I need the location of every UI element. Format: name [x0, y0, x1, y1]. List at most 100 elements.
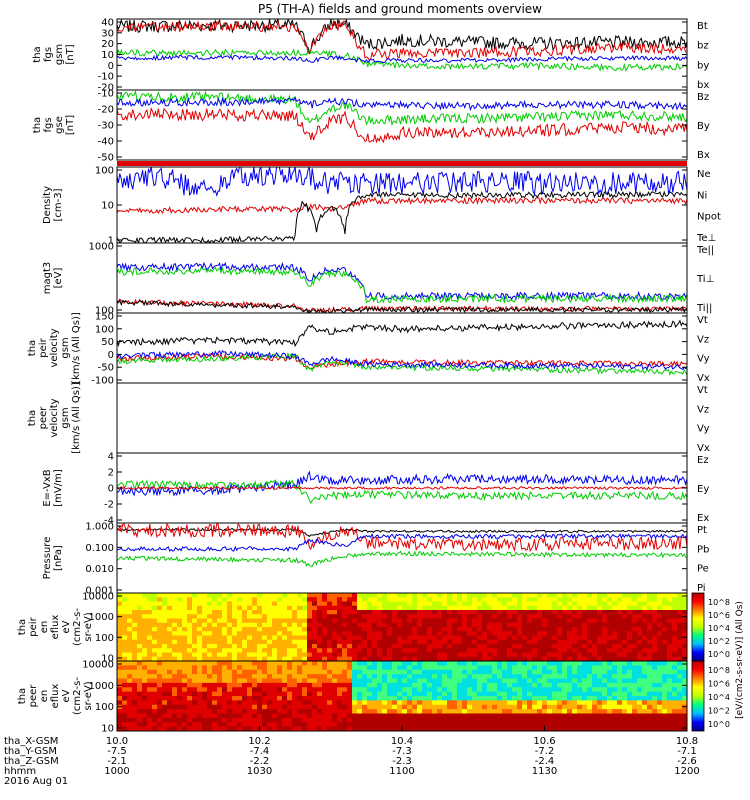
spectrogram-cell — [182, 614, 188, 620]
spectrogram-cell — [357, 614, 363, 620]
spectrogram-cell — [372, 631, 378, 637]
spectrogram-cell — [517, 618, 523, 624]
spectrogram-cell — [577, 661, 583, 666]
spectrogram-cell — [617, 644, 623, 649]
spectrogram-cell — [672, 610, 678, 615]
spectrogram-cell — [167, 601, 173, 607]
spectrogram-cell — [227, 614, 233, 620]
spectrogram-cell — [682, 597, 687, 603]
spectrogram-cell — [252, 601, 258, 607]
spectrogram-cell — [457, 665, 463, 671]
spectrogram-cell — [382, 687, 388, 693]
spectrogram-cell — [257, 669, 263, 675]
spectrogram-cell — [662, 627, 668, 632]
spectrogram-cell — [407, 713, 413, 719]
legend-entry: Ne — [697, 169, 711, 180]
spectrogram-cell — [677, 635, 683, 641]
spectrogram-cell — [527, 687, 533, 693]
spectrogram-cell — [437, 691, 443, 697]
spectrogram-cell — [377, 691, 383, 697]
spectrogram-cell — [227, 627, 233, 632]
spectrogram-cell — [332, 601, 338, 607]
spectrogram-cell — [327, 669, 333, 675]
spectrogram-cell — [142, 593, 148, 598]
spectrogram-cell — [312, 597, 318, 603]
spectrogram-cell — [272, 656, 278, 661]
y-axis-label: tha — [32, 46, 43, 62]
series-Bz — [117, 106, 687, 144]
spectrogram-cell — [632, 635, 638, 641]
spectrogram-cell — [132, 639, 138, 645]
spectrogram-cell — [292, 700, 298, 706]
series-bx — [117, 54, 687, 64]
spectrogram-cell — [157, 717, 163, 723]
spectrogram-cell — [307, 593, 313, 598]
spectrogram-cell — [242, 597, 248, 603]
spectrogram-cell — [637, 614, 643, 620]
spectrogram-cell — [382, 644, 388, 649]
spectrogram-cell — [262, 682, 268, 688]
spectrogram-cell — [597, 661, 603, 666]
spectrogram-cell — [157, 644, 163, 649]
spectrogram-cell — [492, 687, 498, 693]
spectrogram-cell — [117, 709, 123, 715]
spectrogram-cell — [352, 713, 358, 719]
spectrogram-cell — [362, 639, 368, 645]
spectrogram-cell — [552, 593, 558, 598]
spectrogram-cell — [672, 618, 678, 624]
spectrogram-cell — [257, 601, 263, 607]
spectrogram-cell — [607, 610, 613, 615]
spectrogram-cell — [252, 661, 258, 666]
spectrogram-cell — [392, 593, 398, 598]
spectrogram-cell — [277, 593, 283, 598]
spectrogram-cell — [437, 639, 443, 645]
spectrogram-cell — [547, 678, 553, 684]
spectrogram-cell — [147, 669, 153, 675]
spectrogram-cell — [647, 627, 653, 632]
spectrogram-cell — [477, 682, 483, 688]
spectrogram-cell — [477, 644, 483, 649]
spectrogram-cell — [627, 722, 633, 728]
spectrogram-cell — [397, 713, 403, 719]
spectrogram-cell — [192, 639, 198, 645]
spectrogram-cell — [292, 622, 298, 628]
legend-entry: Ti⊥ — [696, 274, 714, 285]
spectrogram-cell — [432, 656, 438, 661]
spectrogram-cell — [162, 652, 168, 658]
spectrogram-cell — [492, 713, 498, 719]
spectrogram-cell — [357, 691, 363, 697]
spectrogram-cell — [392, 605, 398, 611]
spectrogram-cell — [302, 696, 308, 701]
spectrogram-cell — [667, 631, 673, 637]
spectrogram-cell — [582, 678, 588, 684]
spectrogram-cell — [432, 631, 438, 637]
spectrogram-cell — [612, 639, 618, 645]
spectrogram-cell — [487, 700, 493, 706]
spectrogram-cell — [302, 687, 308, 693]
spectrogram-cell — [622, 601, 628, 607]
spectrogram-cell — [667, 700, 673, 706]
spectrogram-cell — [402, 696, 408, 701]
spectrogram-cell — [597, 605, 603, 611]
spectrogram-cell — [507, 717, 513, 723]
spectrogram-cell — [402, 627, 408, 632]
spectrogram-cell — [167, 704, 173, 710]
spectrogram-cell — [132, 593, 138, 598]
spectrogram-cell — [122, 661, 128, 666]
spectrogram-cell — [302, 704, 308, 710]
spectrogram-cell — [467, 678, 473, 684]
spectrogram-cell — [332, 717, 338, 723]
spectrogram-cell — [682, 700, 687, 706]
spectrogram-cell — [282, 610, 288, 615]
series-Vy — [117, 352, 687, 376]
spectrogram-cell — [297, 665, 303, 671]
spectrogram-cell — [517, 704, 523, 710]
spectrogram-cell — [232, 661, 238, 666]
spectrogram-cell — [492, 635, 498, 641]
spectrogram-cell — [517, 597, 523, 603]
spectrogram-cell — [657, 639, 663, 645]
spectrogram-cell — [502, 700, 508, 706]
spectrogram-cell — [542, 614, 548, 620]
spectrogram-cell — [427, 635, 433, 641]
spectrogram-cell — [602, 635, 608, 641]
